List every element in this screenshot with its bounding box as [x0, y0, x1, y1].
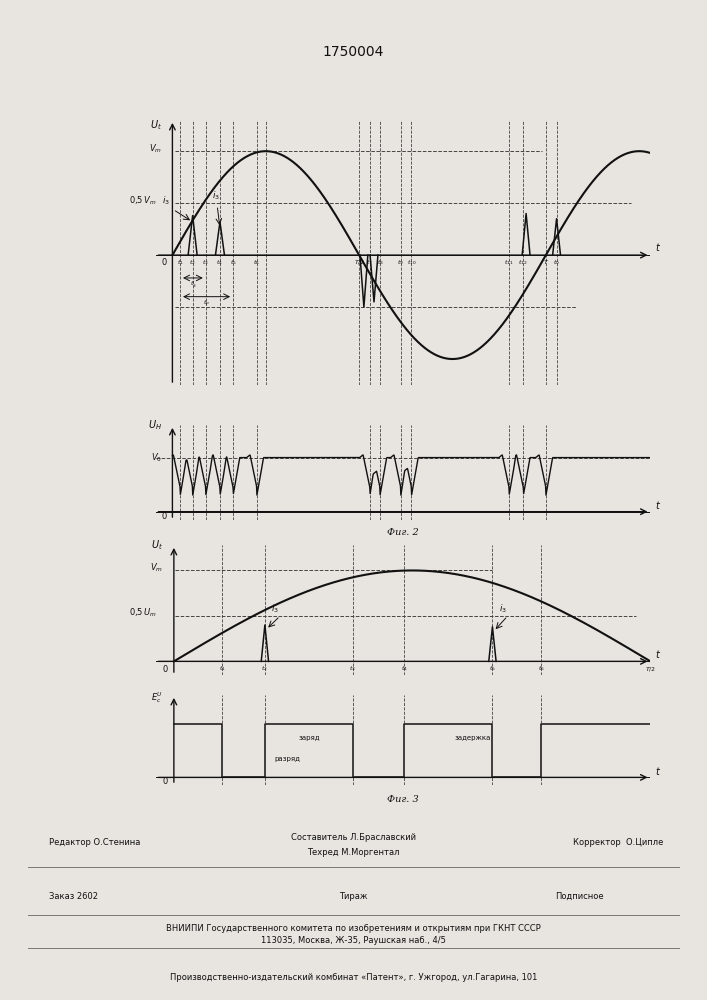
Text: $i_3$: $i_3$	[271, 602, 279, 615]
Text: $t_1$: $t_1$	[219, 664, 226, 673]
Text: Редактор О.Стенина: Редактор О.Стенина	[49, 838, 141, 847]
Text: $t_5$: $t_5$	[489, 664, 496, 673]
Text: Техред М.Моргентал: Техред М.Моргентал	[308, 848, 399, 857]
Text: 113035, Москва, Ж-35, Раушская наб., 4/5: 113035, Москва, Ж-35, Раушская наб., 4/5	[261, 936, 446, 945]
Text: $t_0$: $t_0$	[553, 258, 560, 267]
Text: 1750004: 1750004	[323, 45, 384, 59]
Text: $t_4$: $t_4$	[401, 664, 408, 673]
Text: $i_3$: $i_3$	[498, 602, 506, 615]
Text: $t_3$: $t_3$	[349, 664, 356, 673]
Text: Тираж: Тираж	[339, 892, 368, 901]
Text: Корректор  О.Ципле: Корректор О.Ципле	[573, 838, 664, 847]
Text: Производственно-издательский комбинат «Патент», г. Ужгород, ул.Гагарина, 101: Производственно-издательский комбинат «П…	[170, 973, 537, 982]
Text: Заказ 2602: Заказ 2602	[49, 892, 98, 901]
Text: $t_2$: $t_2$	[262, 664, 268, 673]
Text: $t$: $t$	[655, 499, 661, 511]
Text: Составитель Л.Браславский: Составитель Л.Браславский	[291, 833, 416, 842]
Text: $E_c^U$: $E_c^U$	[151, 690, 163, 705]
Text: 0: 0	[163, 665, 168, 674]
Text: $T/2$: $T/2$	[354, 258, 365, 266]
Text: $t_5$: $t_5$	[230, 258, 236, 267]
Text: $i_3$: $i_3$	[162, 194, 170, 207]
Text: заряд: заряд	[298, 735, 320, 741]
Text: $t_3$: $t_3$	[202, 258, 209, 267]
Text: $t_6$: $t_6$	[537, 664, 544, 673]
Text: $t_p$: $t_p$	[203, 299, 210, 309]
Text: $U_H$: $U_H$	[148, 418, 163, 432]
Text: Фиг. 3: Фиг. 3	[387, 795, 419, 804]
Text: $V_m$: $V_m$	[150, 561, 163, 574]
Text: $i_3$: $i_3$	[211, 190, 219, 202]
Text: Подписное: Подписное	[556, 892, 604, 901]
Text: $t_1$: $t_1$	[177, 258, 184, 267]
Text: $0{,}5\,U_m$: $0{,}5\,U_m$	[129, 607, 157, 619]
Text: разряд: разряд	[275, 756, 300, 762]
Text: $T$: $T$	[543, 258, 549, 266]
Text: $t$: $t$	[655, 648, 662, 660]
Text: $t_{12}$: $t_{12}$	[518, 258, 528, 267]
Text: $U_t$: $U_t$	[151, 539, 163, 552]
Text: $t_4$: $t_4$	[216, 258, 223, 267]
Text: 0: 0	[161, 258, 167, 267]
Text: ВНИИПИ Государственного комитета по изобретениям и открытиям при ГКНТ СССР: ВНИИПИ Государственного комитета по изоб…	[166, 924, 541, 933]
Text: $t_2$: $t_2$	[189, 258, 196, 267]
Text: $t_7$: $t_7$	[366, 258, 373, 267]
Text: $t_9$: $t_9$	[397, 258, 404, 267]
Text: $t$: $t$	[655, 241, 661, 253]
Text: $t_8$: $t_8$	[377, 258, 383, 267]
Text: $t_{10}$: $t_{10}$	[407, 258, 416, 267]
Text: $t_{11}$: $t_{11}$	[504, 258, 514, 267]
Text: $t$: $t$	[655, 765, 662, 777]
Text: $V_m$: $V_m$	[149, 142, 163, 155]
Text: $V_0$: $V_0$	[151, 451, 163, 464]
Text: задержка: задержка	[455, 735, 491, 741]
Text: $T/2$: $T/2$	[645, 665, 656, 673]
Text: $U_t$: $U_t$	[151, 118, 163, 132]
Text: $t_3'$: $t_3'$	[189, 279, 197, 290]
Text: Фиг. 2: Фиг. 2	[387, 528, 419, 537]
Text: 0: 0	[161, 512, 167, 521]
Text: 0: 0	[163, 777, 168, 786]
Text: $0{,}5\,V_m$: $0{,}5\,V_m$	[129, 194, 157, 207]
Text: $t_6$: $t_6$	[253, 258, 260, 267]
